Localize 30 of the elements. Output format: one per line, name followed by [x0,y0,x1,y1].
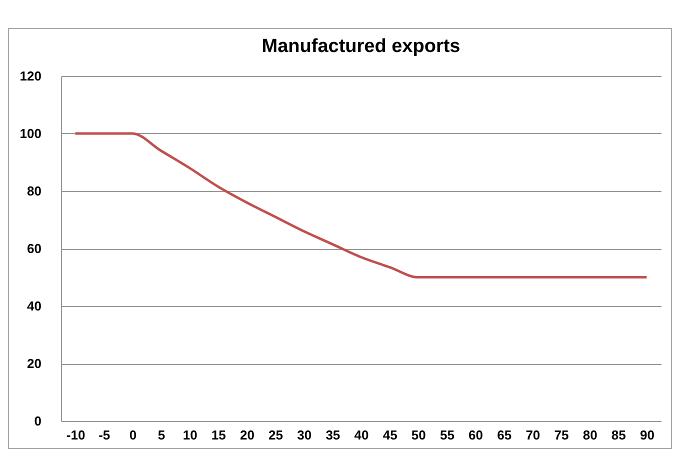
y-tick-label: 40 [27,298,42,314]
x-tick-label: 30 [297,428,312,442]
line-series [74,132,648,278]
x-tick-label: 85 [611,428,626,442]
x-tick-label: -5 [98,428,110,442]
x-tick-label: -10 [66,428,86,442]
x-tick-label: 75 [554,428,569,442]
x-tick-label: 0 [129,428,137,442]
x-tick-label: 65 [497,428,512,442]
x-tick-label: 50 [411,428,426,442]
chart-title: Manufactured exports [262,36,460,57]
x-tick-label: 35 [326,428,340,442]
y-tick-label: 120 [20,68,42,84]
x-tick-label: 40 [354,428,369,442]
x-tick-label: 10 [182,428,198,442]
x-tick-label: 20 [240,428,254,442]
x-tick-label: 15 [211,428,226,442]
y-tick-label: 20 [27,356,42,371]
x-tick-label: 60 [468,428,484,442]
x-tick-label: 25 [268,428,284,442]
y-tick-label: 80 [27,184,42,198]
y-tick-label: 100 [20,126,42,141]
x-tick-label: 70 [526,428,540,442]
x-tick-label: 5 [158,428,166,442]
x-tick-label: 90 [640,428,654,442]
x-tick-label: 45 [382,428,398,442]
y-tick-label: 60 [27,241,42,256]
x-tick-label: 80 [582,428,598,442]
y-tick-label: 0 [34,414,42,428]
x-tick-label: 55 [440,428,454,442]
